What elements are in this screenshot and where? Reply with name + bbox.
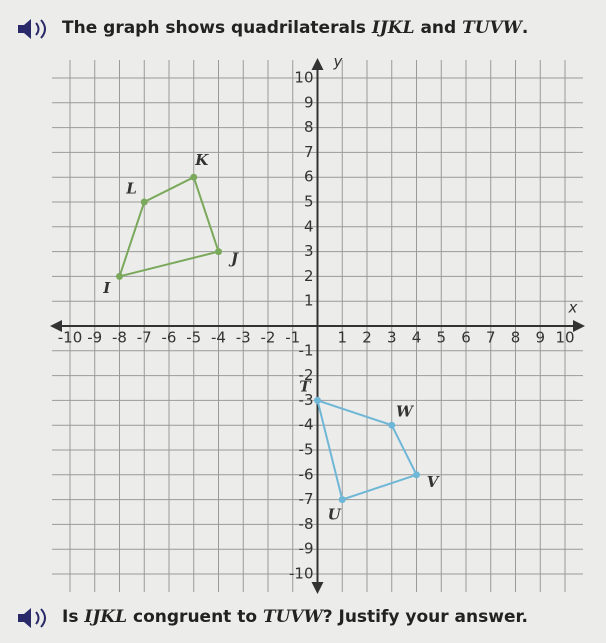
x-tick-label: 8 <box>511 329 521 347</box>
y-tick-label: -5 <box>299 441 314 459</box>
y-tick-label: -6 <box>299 465 314 483</box>
text-part: ? Justify your answer. <box>322 607 528 627</box>
vertex <box>215 248 222 256</box>
x-tick-label: 3 <box>387 329 397 347</box>
vertex <box>314 396 321 404</box>
text-part: IJKL <box>84 607 128 627</box>
y-tick-label: 5 <box>304 193 314 211</box>
text-part: IJKL <box>371 18 415 38</box>
y-tick-label: -9 <box>299 540 314 558</box>
audio-icon[interactable] <box>14 17 54 41</box>
text-part: The graph shows quadrilaterals <box>62 18 372 38</box>
y-tick-label: -7 <box>299 490 314 508</box>
y-tick-label: -3 <box>299 391 314 409</box>
x-tick-label: -1 <box>285 329 300 347</box>
x-tick-label: -10 <box>58 329 83 347</box>
y-tick-label: 6 <box>304 168 314 186</box>
x-tick-label: -6 <box>162 329 177 347</box>
text-part: and <box>414 18 463 38</box>
y-tick-label: -2 <box>299 366 314 384</box>
coordinate-graph: -10 -9 -8 -7 -6 -5 -4 -3 -2 -1 1 2 3 4 5 6 7 8 9 10-10-9-8-… <box>50 53 585 594</box>
y-tick-label: -10 <box>289 565 314 583</box>
x-tick-label: 2 <box>362 329 372 347</box>
header: The graph shows quadrilaterals IJKL and … <box>62 18 528 38</box>
vertex <box>413 471 420 479</box>
x-tick-label: -9 <box>87 329 102 347</box>
y-tick-label: 7 <box>304 143 314 161</box>
audio-icon[interactable] <box>14 606 54 630</box>
x-tick-label: 4 <box>412 329 422 347</box>
y-tick-label: -4 <box>299 416 314 434</box>
vertex-label: U <box>328 506 342 524</box>
text-part: Is <box>62 607 85 627</box>
text-part: TUVW <box>462 18 522 38</box>
text-part: TUVW <box>262 607 323 627</box>
vertex-label: W <box>396 402 415 420</box>
vertex-label: K <box>194 151 209 169</box>
x-tick-label: 9 <box>535 329 545 347</box>
y-tick-label: 10 <box>294 69 313 87</box>
y-tick-label: 8 <box>304 118 314 136</box>
x-tick-label: -2 <box>261 329 276 347</box>
vertex <box>190 173 198 181</box>
question: Is IJKL congruent to TUVW? Justify your … <box>62 607 528 627</box>
y-tick-label: 3 <box>304 242 314 260</box>
y-tick-label: 9 <box>304 93 314 111</box>
y-axis-label: y <box>333 53 344 71</box>
y-tick-label: 2 <box>304 267 314 285</box>
vertex-label: I <box>102 279 111 297</box>
vertex <box>388 421 396 429</box>
vertex <box>338 496 346 504</box>
x-tick-label: -5 <box>186 329 201 347</box>
y-tick-label: 4 <box>304 217 314 235</box>
vertex <box>116 272 123 280</box>
vertex-label: J <box>228 250 239 268</box>
vertex-label: L <box>125 179 137 197</box>
x-tick-label: -7 <box>137 329 152 347</box>
vertex-label: T <box>299 378 312 396</box>
vertex <box>140 198 148 206</box>
y-tick-label: -8 <box>299 515 314 533</box>
x-tick-label: 5 <box>436 329 446 347</box>
x-tick-label: 6 <box>461 329 471 347</box>
x-tick-label: -3 <box>236 329 251 347</box>
x-tick-label: 10 <box>555 329 574 347</box>
x-tick-label: 1 <box>337 329 347 347</box>
text-part: . <box>521 18 529 38</box>
vertex-label: V <box>427 473 440 491</box>
text-part: congruent to <box>127 607 263 627</box>
x-tick-label: 7 <box>486 329 496 347</box>
x-tick-label: -8 <box>112 329 127 347</box>
x-tick-label: -4 <box>211 329 226 347</box>
y-tick-label: -1 <box>299 341 314 359</box>
x-axis-label: x <box>568 299 578 317</box>
y-tick-label: 1 <box>304 292 314 310</box>
